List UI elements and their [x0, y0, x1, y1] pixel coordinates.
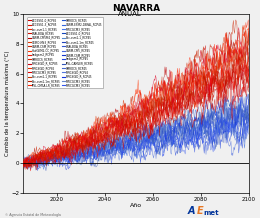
Legend: ACCESS1-0_RCP85, ACCESS1-3_RCP85, bcc-csm1-1_RCP85, BRALBOA_RCP85, CNRM-CM5M4_RC: ACCESS1-0_RCP85, ACCESS1-3_RCP85, bcc-cs…: [27, 17, 103, 88]
Title: NAVARRA: NAVARRA: [112, 4, 160, 13]
Text: © Agencia Estatal de Meteorología: © Agencia Estatal de Meteorología: [5, 213, 61, 217]
Text: ANUAL: ANUAL: [118, 11, 142, 17]
Text: met: met: [204, 210, 219, 216]
X-axis label: Año: Año: [130, 203, 142, 208]
Text: E: E: [196, 206, 203, 216]
Text: A: A: [187, 206, 195, 216]
Y-axis label: Cambio de la temperatura máxima (°C): Cambio de la temperatura máxima (°C): [4, 51, 10, 156]
